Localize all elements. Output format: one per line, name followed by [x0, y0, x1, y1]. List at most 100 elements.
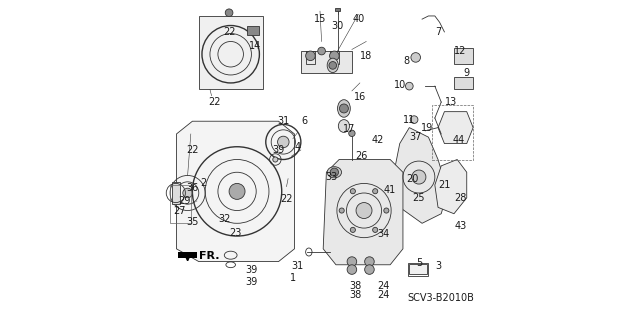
Bar — [408, 263, 428, 276]
Text: 16: 16 — [354, 92, 366, 102]
Circle shape — [411, 53, 420, 62]
Text: 7: 7 — [435, 27, 441, 37]
Text: 33: 33 — [325, 172, 337, 182]
Text: 39: 39 — [273, 145, 285, 155]
Text: 30: 30 — [332, 20, 344, 31]
Circle shape — [183, 188, 193, 198]
Text: 29: 29 — [178, 196, 191, 206]
Ellipse shape — [337, 100, 350, 117]
Text: 9: 9 — [463, 68, 470, 78]
Bar — [172, 182, 180, 204]
Text: 40: 40 — [352, 14, 364, 24]
Circle shape — [339, 104, 348, 113]
Circle shape — [406, 82, 413, 90]
Ellipse shape — [339, 120, 349, 132]
Text: 13: 13 — [445, 97, 457, 107]
Circle shape — [347, 257, 356, 266]
Text: 22: 22 — [186, 145, 198, 155]
Text: 2: 2 — [200, 178, 207, 189]
Circle shape — [330, 51, 339, 61]
Circle shape — [372, 227, 378, 233]
Text: 20: 20 — [406, 174, 419, 184]
Circle shape — [329, 62, 337, 69]
Text: 24: 24 — [378, 280, 390, 291]
Circle shape — [384, 208, 389, 213]
Bar — [335, 8, 340, 11]
Text: 31: 31 — [277, 116, 289, 126]
Bar — [431, 105, 473, 160]
Circle shape — [365, 257, 374, 266]
Text: 12: 12 — [454, 46, 467, 56]
Text: 18: 18 — [360, 51, 372, 61]
Text: 19: 19 — [420, 122, 433, 133]
Bar — [454, 77, 473, 89]
Text: 38: 38 — [349, 290, 361, 300]
Text: 10: 10 — [394, 79, 406, 90]
Circle shape — [339, 208, 344, 213]
Polygon shape — [177, 121, 294, 262]
Bar — [170, 185, 191, 223]
Circle shape — [349, 130, 355, 137]
Text: 36: 36 — [186, 183, 198, 193]
Circle shape — [372, 189, 378, 194]
Bar — [410, 264, 427, 274]
Bar — [199, 16, 262, 89]
Text: 37: 37 — [410, 132, 422, 142]
Text: 22: 22 — [223, 27, 236, 37]
Bar — [301, 51, 352, 73]
Text: 4: 4 — [294, 142, 301, 152]
Circle shape — [350, 189, 355, 194]
Text: 6: 6 — [301, 116, 307, 126]
Polygon shape — [435, 160, 467, 214]
Bar — [246, 26, 259, 35]
Text: 43: 43 — [454, 221, 467, 232]
Text: 23: 23 — [229, 228, 242, 238]
Circle shape — [412, 170, 426, 184]
Bar — [306, 51, 316, 64]
Text: 3: 3 — [435, 261, 441, 271]
Circle shape — [330, 168, 339, 176]
Polygon shape — [323, 160, 403, 265]
Text: 38: 38 — [349, 280, 361, 291]
Text: FR.: FR. — [199, 251, 220, 261]
Text: 1: 1 — [290, 272, 296, 283]
Text: 44: 44 — [452, 135, 465, 145]
Circle shape — [365, 265, 374, 274]
Text: 17: 17 — [342, 124, 355, 134]
Text: SCV3-B2010B: SCV3-B2010B — [408, 293, 475, 303]
Polygon shape — [394, 128, 447, 223]
Circle shape — [278, 136, 289, 148]
Text: 22: 22 — [280, 194, 292, 204]
Circle shape — [229, 183, 245, 199]
Circle shape — [306, 51, 316, 61]
Circle shape — [347, 265, 356, 274]
Text: 26: 26 — [355, 151, 367, 161]
Text: 21: 21 — [438, 180, 451, 190]
Polygon shape — [178, 252, 197, 258]
Text: 32: 32 — [218, 213, 230, 224]
Text: 15: 15 — [314, 14, 326, 24]
Text: 34: 34 — [378, 229, 390, 240]
Polygon shape — [438, 112, 473, 144]
Text: 25: 25 — [413, 193, 425, 203]
Text: 22: 22 — [209, 97, 221, 107]
Text: 27: 27 — [173, 205, 186, 216]
Ellipse shape — [327, 58, 339, 73]
Text: 41: 41 — [384, 185, 396, 195]
Text: 8: 8 — [403, 56, 409, 66]
Circle shape — [225, 9, 233, 17]
Text: 31: 31 — [292, 261, 304, 271]
Circle shape — [410, 116, 418, 123]
Text: 42: 42 — [371, 135, 383, 145]
Circle shape — [273, 157, 278, 162]
Text: 39: 39 — [245, 277, 257, 287]
Circle shape — [356, 203, 372, 219]
Text: 11: 11 — [403, 115, 415, 125]
Text: 35: 35 — [186, 217, 198, 227]
Text: 24: 24 — [378, 290, 390, 300]
Text: 28: 28 — [454, 193, 467, 203]
Bar — [330, 51, 339, 64]
Text: 5: 5 — [416, 258, 422, 268]
Text: 14: 14 — [248, 41, 260, 51]
Bar — [454, 48, 473, 64]
